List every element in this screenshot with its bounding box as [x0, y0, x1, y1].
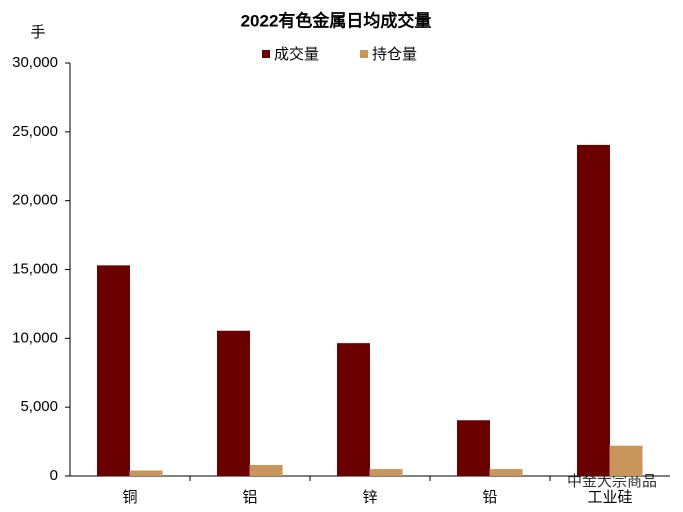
bar — [609, 445, 643, 476]
y-tick-label: 0 — [50, 467, 58, 484]
y-tick-label: 20,000 — [12, 192, 58, 209]
x-tick-label: 铅 — [482, 489, 497, 506]
legend-swatch — [360, 50, 368, 58]
bar — [217, 330, 250, 476]
bar — [97, 265, 130, 476]
chart-title: 2022有色金属日均成交量 — [241, 10, 432, 30]
bar — [369, 469, 403, 476]
y-tick-label: 30,000 — [12, 54, 58, 71]
y-tick-label: 15,000 — [12, 260, 58, 277]
y-tick-label: 5,000 — [20, 398, 58, 415]
x-tick-label: 锌 — [362, 489, 377, 506]
legend-label: 成交量 — [274, 45, 319, 63]
y-tick-label: 25,000 — [12, 123, 58, 140]
bar — [129, 470, 163, 476]
bar — [457, 420, 490, 476]
legend-swatch — [262, 50, 270, 58]
x-tick-label: 铝 — [242, 489, 257, 506]
x-tick-label: 工业硅 — [587, 489, 632, 506]
y-axis-label: 手 — [30, 24, 45, 41]
legend-label: 持仓量 — [372, 46, 417, 63]
x-tick-label: 铜 — [122, 489, 137, 506]
bar — [249, 464, 283, 476]
bar — [489, 469, 523, 476]
bar — [337, 343, 370, 476]
bar — [577, 144, 610, 476]
y-tick-label: 10,000 — [12, 329, 58, 346]
